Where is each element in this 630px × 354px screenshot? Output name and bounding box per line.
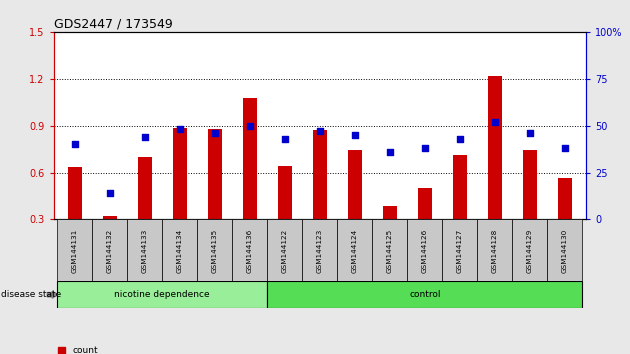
FancyBboxPatch shape <box>267 219 302 281</box>
Text: GSM144126: GSM144126 <box>422 228 428 273</box>
FancyBboxPatch shape <box>407 219 442 281</box>
Bar <box>348 150 362 266</box>
Bar <box>208 129 222 266</box>
Point <box>385 149 395 155</box>
Point <box>560 145 570 151</box>
Bar <box>453 155 467 266</box>
FancyBboxPatch shape <box>57 219 92 281</box>
Point <box>175 127 185 132</box>
Text: GSM144133: GSM144133 <box>142 228 147 273</box>
Point <box>490 119 500 125</box>
FancyBboxPatch shape <box>442 219 478 281</box>
FancyBboxPatch shape <box>337 219 372 281</box>
FancyBboxPatch shape <box>547 219 582 281</box>
Point <box>525 130 535 136</box>
Text: GSM144136: GSM144136 <box>247 228 253 273</box>
Text: GSM144135: GSM144135 <box>212 228 217 273</box>
FancyBboxPatch shape <box>302 219 337 281</box>
FancyBboxPatch shape <box>162 219 197 281</box>
Text: GSM144130: GSM144130 <box>562 228 568 273</box>
Text: GSM144122: GSM144122 <box>282 228 288 273</box>
Point <box>210 130 220 136</box>
Point <box>140 134 150 140</box>
Text: GSM144128: GSM144128 <box>492 228 498 273</box>
Point <box>455 136 465 142</box>
Legend: count, percentile rank within the sample: count, percentile rank within the sample <box>58 347 226 354</box>
Text: GSM144129: GSM144129 <box>527 228 533 273</box>
Bar <box>312 130 327 266</box>
Text: GSM144134: GSM144134 <box>176 228 183 273</box>
Bar <box>103 216 117 266</box>
FancyBboxPatch shape <box>512 219 547 281</box>
Bar <box>523 150 537 266</box>
Text: GSM144131: GSM144131 <box>72 228 77 273</box>
Bar <box>67 167 81 266</box>
FancyBboxPatch shape <box>57 281 267 308</box>
Text: control: control <box>409 290 440 299</box>
Text: GSM144124: GSM144124 <box>352 228 358 273</box>
Bar <box>558 178 572 266</box>
Point <box>350 132 360 138</box>
Text: GSM144123: GSM144123 <box>317 228 323 273</box>
Point <box>69 142 79 147</box>
Bar <box>137 157 152 266</box>
Point <box>315 129 325 134</box>
Text: GSM144125: GSM144125 <box>387 228 392 273</box>
FancyBboxPatch shape <box>267 281 582 308</box>
FancyBboxPatch shape <box>197 219 232 281</box>
FancyBboxPatch shape <box>232 219 267 281</box>
Bar <box>278 166 292 266</box>
Bar <box>383 206 397 266</box>
Point <box>420 145 430 151</box>
Point <box>105 190 115 196</box>
Bar <box>418 188 432 266</box>
Text: nicotine dependence: nicotine dependence <box>114 290 210 299</box>
Text: disease state: disease state <box>1 290 62 299</box>
FancyBboxPatch shape <box>92 219 127 281</box>
FancyBboxPatch shape <box>478 219 512 281</box>
Text: GSM144127: GSM144127 <box>457 228 463 273</box>
Point <box>244 123 255 129</box>
Point <box>280 136 290 142</box>
FancyBboxPatch shape <box>372 219 407 281</box>
Bar <box>173 128 186 266</box>
Text: GSM144132: GSM144132 <box>106 228 113 273</box>
Text: GDS2447 / 173549: GDS2447 / 173549 <box>54 18 172 31</box>
Bar <box>488 76 502 266</box>
Bar <box>243 97 256 266</box>
FancyBboxPatch shape <box>127 219 162 281</box>
